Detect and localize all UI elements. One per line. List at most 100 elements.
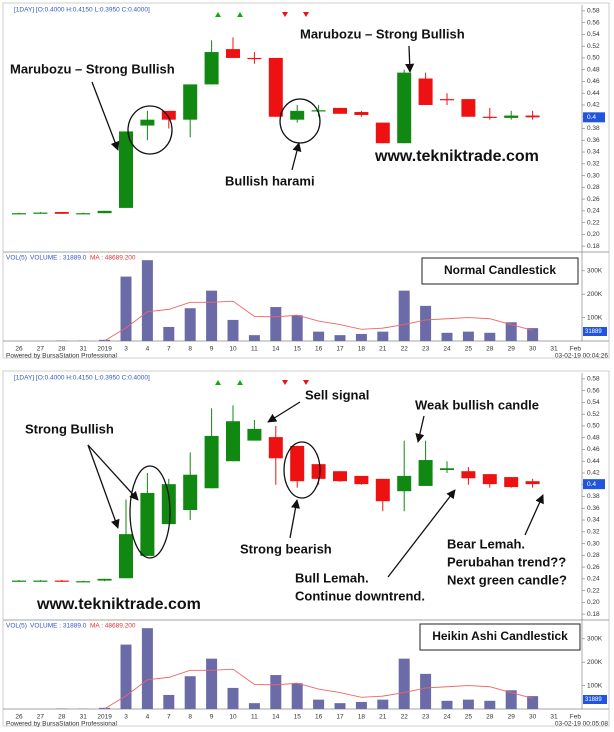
y-tick-label: 0.30 — [587, 172, 600, 179]
x-tick-label: 24 — [443, 346, 451, 353]
volume-bar — [505, 690, 517, 709]
candle-body — [54, 212, 69, 214]
volume-bar — [398, 658, 410, 709]
volume-bar — [527, 696, 539, 709]
candle-body — [76, 213, 91, 215]
y-tick-label: 0.38 — [587, 125, 600, 132]
candle-body — [161, 484, 176, 525]
x-tick-label: 7 — [167, 714, 171, 721]
candle-body — [119, 534, 133, 579]
y-tick-label: 0.26 — [587, 196, 600, 203]
y-tick-label: 0.22 — [587, 219, 600, 226]
y-tick-label: 0.42 — [587, 470, 600, 477]
panel-border — [2, 370, 610, 727]
x-tick-label: 10 — [229, 346, 237, 353]
volume-bar — [141, 260, 153, 341]
y-tick-label: 0.58 — [587, 376, 600, 383]
y-tick-label: 0.34 — [587, 149, 600, 156]
volume-tick-label: 300K — [587, 635, 603, 642]
candle-body — [354, 475, 369, 485]
volume-bar — [484, 700, 496, 709]
x-tick-label: 27 — [37, 346, 45, 353]
candle-body — [33, 212, 48, 214]
x-tick-label: 25 — [465, 346, 473, 353]
annotation: Bear Lemah. — [447, 536, 525, 551]
x-tick-label: 4 — [146, 714, 150, 721]
candle-body — [119, 131, 133, 208]
candle-body — [375, 478, 390, 502]
volume-tag: 31889 — [585, 329, 602, 335]
legend-box — [421, 257, 579, 285]
y-tick-label: 0.20 — [587, 599, 600, 606]
annotation: Strong bearish — [240, 541, 332, 556]
candle-body — [204, 435, 219, 489]
x-tick-label: 17 — [336, 346, 344, 353]
volume-bar — [377, 699, 389, 709]
y-tick-label: 0.56 — [587, 387, 600, 394]
price-tag: 0.4 — [587, 114, 596, 121]
volume-bar — [334, 335, 346, 341]
volume-bar — [420, 673, 432, 709]
x-tick-label: 28 — [58, 346, 66, 353]
watermark: www.tekniktrade.com — [374, 148, 539, 165]
x-tick-label: 4 — [146, 346, 150, 353]
y-tick-label: 0.38 — [587, 493, 600, 500]
y-tick-label: 0.50 — [587, 423, 600, 430]
signal-markers — [215, 12, 309, 385]
candle-body — [375, 122, 390, 144]
x-tick-label: 16 — [315, 346, 323, 353]
ma-label: MA : 48689.200 — [90, 623, 136, 630]
x-tick-label: 14 — [272, 346, 280, 353]
x-tick-label: 23 — [422, 346, 430, 353]
y-tick-label: 0.46 — [587, 446, 600, 453]
y-tick-label: 0.56 — [587, 19, 600, 26]
x-tick-label: 29 — [508, 714, 516, 721]
candle-body — [140, 119, 155, 126]
x-tick-label: 22 — [401, 346, 409, 353]
y-tick-label: 0.18 — [587, 243, 600, 250]
candle-body — [482, 116, 497, 118]
candle-body — [226, 421, 240, 462]
x-tick-label: 8 — [188, 714, 192, 721]
y-tick-label: 0.24 — [587, 208, 600, 215]
candle-body — [12, 580, 26, 582]
volume-bar — [505, 322, 517, 341]
x-tick-label: 21 — [379, 714, 387, 721]
volume-bar — [462, 331, 474, 341]
annotation: Bull Lemah. — [295, 570, 369, 585]
candle-body — [525, 115, 540, 118]
candle-body — [333, 471, 347, 482]
annotation: Weak bullish candle — [415, 397, 539, 412]
candle-body — [183, 474, 198, 511]
y-tick-label: 0.20 — [587, 231, 600, 238]
powered-by: Powered by BursaStation Professional — [6, 353, 117, 360]
volume-bar — [291, 315, 303, 341]
volume-bar — [206, 658, 218, 709]
x-tick-label: Feb — [570, 714, 582, 721]
volume-bar — [462, 699, 474, 709]
candle-body — [525, 481, 540, 485]
volume-bar — [355, 701, 367, 709]
candle-body — [440, 99, 454, 101]
x-tick-label: 3 — [124, 714, 128, 721]
x-tick-label: 18 — [358, 714, 366, 721]
volume-bar — [163, 326, 175, 341]
price-tag-bg — [583, 112, 605, 123]
candle-body — [268, 57, 283, 117]
candle-body — [311, 110, 326, 112]
x-tick-label: 30 — [529, 346, 537, 353]
volume-bar — [484, 332, 496, 341]
candle-body — [33, 580, 48, 582]
volume-bar — [313, 331, 325, 341]
volume-bar — [291, 683, 303, 709]
x-tick-label: 11 — [251, 714, 258, 721]
x-tick-label: 30 — [529, 714, 537, 721]
annotation: Marubozu – Strong Bullish — [10, 61, 175, 76]
legend-box-label: Heikin Ashi Candlestick — [432, 629, 568, 643]
y-tick-label: 0.48 — [587, 434, 600, 441]
y-tick-label: 0.30 — [587, 540, 600, 547]
candle-body — [247, 57, 262, 60]
x-tick-label: 22 — [401, 714, 409, 721]
y-tick-label: 0.52 — [587, 411, 600, 418]
volume-tick-label: 200K — [587, 659, 603, 666]
